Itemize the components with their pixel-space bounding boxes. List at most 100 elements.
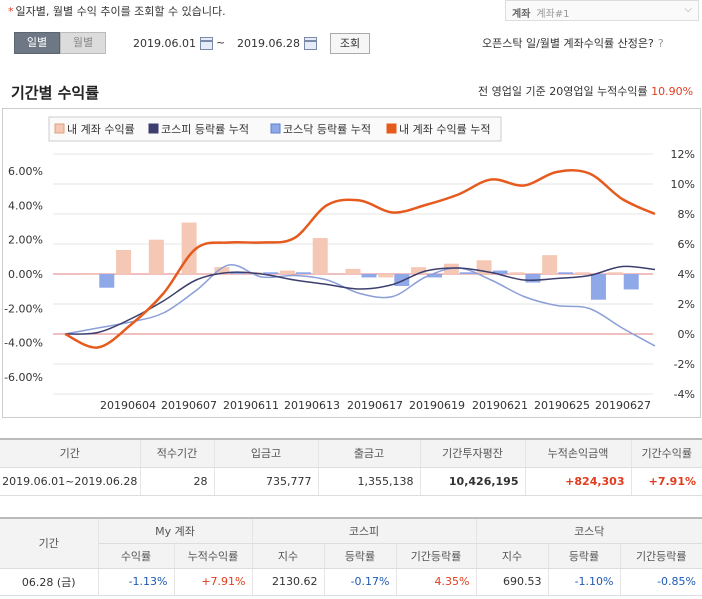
help-text: 오픈스탁 일/월별 계좌수익률 산정은? [482, 37, 654, 50]
my-return-bar [411, 267, 427, 274]
cell-date: 06.28 (금) [0, 568, 99, 596]
returns-chart: 12% 10% 8% 6% 4% 2% 0% -2% -4% 6.00% 4.00% 2.00% 0.0… [2, 108, 701, 418]
kosdaq-return-bar [459, 272, 475, 274]
legend-swatch [386, 123, 397, 134]
cell-days: 28 [140, 467, 215, 496]
x-tick-label: 20190611 [223, 399, 279, 412]
tab-daily[interactable]: 일별 [14, 32, 60, 54]
calendar-icon[interactable] [303, 36, 317, 50]
date-to-value: 2019.06.28 [237, 36, 300, 50]
col-header: 출금고 [318, 439, 421, 468]
cell-deposit: 735,777 [214, 467, 319, 496]
y-right-tick-label: 8% [678, 208, 695, 221]
legend-swatch [148, 123, 159, 134]
summary-table: 기간 적수기간 입금고 출금고 기간투자평잔 누적손익금액 기간수익률 2019… [0, 438, 702, 496]
col-header: 누적수익률 [174, 543, 253, 569]
y-right-tick-label: 6% [678, 238, 695, 251]
detail-group-row: 기간 My 계좌 코스피 코스닥 [0, 518, 702, 569]
kosdaq-return-bar [525, 274, 541, 283]
col-header: 누적손익금액 [525, 439, 632, 468]
col-header: 지수 [252, 543, 325, 569]
legend-swatch [270, 123, 281, 134]
section-title: 기간별 수익률 [11, 84, 100, 102]
my-return-bar [279, 270, 295, 274]
y-right-tick-label: 10% [671, 178, 695, 191]
legend-label: 내 계좌 수익률 누적 [399, 123, 490, 136]
cumulative-return: 전 영업일 기준 20영업일 누적수익률 10.90% [478, 83, 693, 99]
col-header: 등락률 [548, 543, 621, 569]
x-tick-label: 20190607 [161, 399, 217, 412]
col-header: 입금고 [214, 439, 319, 468]
my-return-bar [181, 222, 197, 274]
kosdaq-return-bar [295, 272, 311, 274]
cell-kosdaq-change: -1.10% [548, 568, 621, 596]
cell-period: 2019.06.01~2019.06.28 [0, 467, 141, 496]
kospi-cumulative-line [64, 265, 656, 335]
col-header: 기간수익률 [631, 439, 702, 468]
date-from-value: 2019.06.01 [133, 36, 196, 50]
legend-label: 코스닥 등락률 누적 [283, 123, 371, 136]
tab-monthly[interactable]: 월별 [60, 32, 106, 54]
kosdaq-return-bar [99, 274, 115, 288]
help-icon[interactable]: ? [657, 37, 664, 50]
col-header: 등락률 [324, 543, 397, 569]
cell-kospi-index: 2130.62 [252, 568, 325, 596]
period-tabs: 일별 월별 [14, 32, 106, 54]
legend-box [48, 116, 502, 142]
kosdaq-return-bar [427, 274, 443, 278]
date-from-field[interactable]: 2019.06.01 [133, 32, 213, 54]
kosdaq-return-bar [558, 272, 574, 274]
y-left-tick-label: 0.00% [8, 268, 43, 281]
cumulative-label: 전 영업일 기준 20영업일 누적수익률 [478, 85, 648, 98]
query-button[interactable]: 조회 [330, 33, 370, 54]
summary-header-row: 기간 적수기간 입금고 출금고 기간투자평잔 누적손익금액 기간수익률 [0, 439, 702, 468]
y-right-tick-label: 12% [671, 148, 695, 161]
my-return-bar [509, 272, 525, 274]
y-right-tick-label: 4% [678, 268, 695, 281]
group-header: 코스닥 [476, 518, 702, 544]
y-left-tick-label: 6.00% [8, 165, 43, 178]
account-value: 계좌#1 [536, 9, 570, 20]
date-separator: ~ [216, 36, 226, 49]
my-return-bar [214, 267, 230, 274]
x-tick-label: 20190625 [534, 399, 590, 412]
col-header: 기간 [0, 439, 141, 468]
kosdaq-return-bar [394, 274, 410, 286]
cumulative-value: 10.90% [651, 85, 694, 98]
legend-label: 코스피 등락률 누적 [161, 123, 249, 136]
cell-avg-balance: 10,426,195 [420, 467, 526, 496]
account-select[interactable]: 계좌 계좌#1 ⌵ [505, 0, 699, 21]
my-return-bar [83, 274, 99, 275]
cell-kosdaq-period: -0.85% [620, 568, 702, 596]
account-label: 계좌 [512, 9, 531, 20]
cell-my-return: -1.13% [98, 568, 175, 596]
col-header: 기간 [0, 518, 99, 569]
my-return-bar [345, 268, 361, 274]
col-header: 지수 [476, 543, 549, 569]
col-header: 적수기간 [140, 439, 215, 468]
page-note: * 일자별, 월별 수익 추이를 조회할 수 있습니다. [8, 3, 226, 19]
cell-kospi-change: -0.17% [324, 568, 397, 596]
chevron-down-icon: ⌵ [684, 4, 692, 15]
help-link[interactable]: 오픈스탁 일/월별 계좌수익률 산정은?? [482, 35, 664, 51]
y-right-tick-label: -2% [674, 358, 695, 371]
cell-period-return: +7.91% [631, 467, 702, 496]
y-right-tick-label: 2% [678, 298, 695, 311]
my-return-bar [312, 238, 328, 274]
kosdaq-return-bar [263, 272, 279, 274]
kosdaq-return-bar [361, 274, 377, 278]
kosdaq-return-bar [590, 274, 606, 300]
my-return-bar [116, 250, 132, 274]
asterisk-icon: * [8, 5, 14, 18]
x-tick-label: 20190619 [409, 399, 465, 412]
cell-kospi-period: 4.35% [396, 568, 477, 596]
y-right-tick-label: -4% [674, 388, 695, 401]
legend-swatch [54, 123, 65, 134]
group-header: 코스피 [252, 518, 477, 544]
cell-cum-profit: +824,303 [525, 467, 632, 496]
detail-table: 기간 My 계좌 코스피 코스닥 수익률 누적수익률 지수 등락률 기간등락률 … [0, 517, 702, 596]
kosdaq-return-bar [230, 272, 246, 274]
calendar-icon[interactable] [199, 36, 213, 50]
cell-my-cum-return: +7.91% [174, 568, 253, 596]
date-to-field[interactable]: 2019.06.28 [237, 32, 317, 54]
